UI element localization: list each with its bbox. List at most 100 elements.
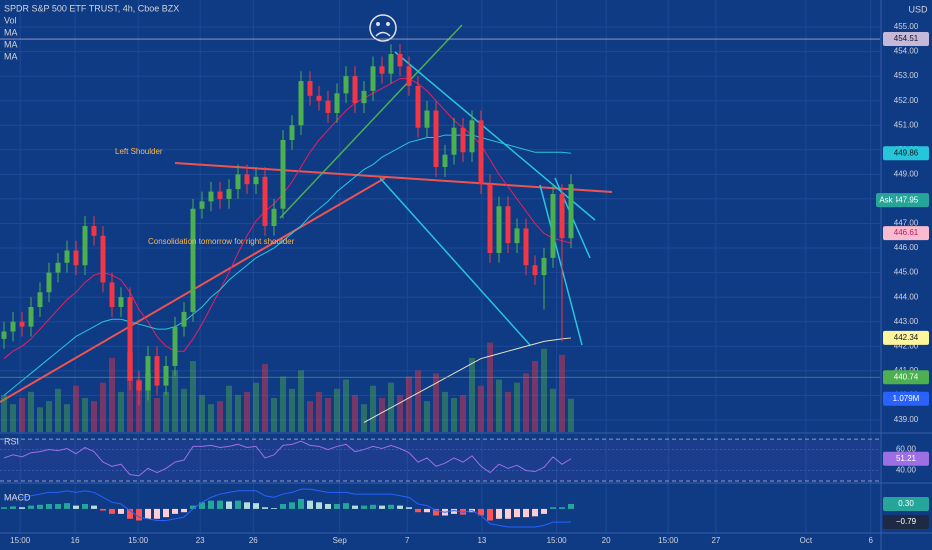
macd-bar xyxy=(226,501,232,509)
volume-bar xyxy=(334,388,340,432)
volume-bar xyxy=(262,364,268,432)
y-tick-label: 454.00 xyxy=(894,47,919,56)
volume-bar xyxy=(280,376,286,432)
macd-bar xyxy=(496,508,502,519)
volume-label: 1.079M xyxy=(893,394,920,403)
volume-bar xyxy=(487,342,493,432)
volume-bar xyxy=(370,385,376,432)
candle-body xyxy=(19,321,25,327)
macd-bar xyxy=(127,508,133,519)
x-tick-label: 15:00 xyxy=(547,536,568,545)
macd-bar xyxy=(541,508,547,514)
volume-bar xyxy=(253,382,259,432)
macd-bar xyxy=(361,505,367,509)
candle-body xyxy=(451,127,457,155)
macd-bar xyxy=(433,508,439,516)
volume-bar xyxy=(91,401,97,432)
volume-bar xyxy=(433,373,439,432)
candle-body xyxy=(55,262,61,273)
y-tick-label: 444.00 xyxy=(894,292,919,301)
macd-bar xyxy=(352,505,358,509)
trend-line xyxy=(279,24,463,219)
candle-body xyxy=(568,184,574,239)
volume-bar xyxy=(523,373,529,432)
macd-bar xyxy=(325,503,331,509)
trend-line xyxy=(539,184,583,346)
y-tick-label: 453.00 xyxy=(894,71,919,80)
candle-body xyxy=(559,194,565,239)
volume-bar xyxy=(442,391,448,432)
volume-bar xyxy=(343,379,349,432)
candle-body xyxy=(109,282,115,307)
candle-body xyxy=(118,297,124,307)
x-tick-label: 23 xyxy=(196,536,205,545)
volume-bar xyxy=(406,376,412,432)
volume-bar xyxy=(208,404,214,432)
macd-bar xyxy=(46,503,52,509)
candle-body xyxy=(343,76,349,94)
candle-body xyxy=(280,139,286,209)
x-tick-label: 16 xyxy=(71,536,80,545)
volume-bar xyxy=(127,351,133,432)
candle-body xyxy=(10,321,16,332)
macd-label: 0.30 xyxy=(898,499,914,508)
candle-body xyxy=(550,194,556,258)
line xyxy=(3,488,572,528)
x-tick-label: 20 xyxy=(602,536,611,545)
candle-body xyxy=(325,100,331,113)
macd-bar xyxy=(451,508,457,514)
volume-bar xyxy=(496,379,502,432)
macd-bar xyxy=(370,504,376,509)
macd-bar xyxy=(136,508,142,521)
candle-body xyxy=(406,66,412,86)
price-label-box xyxy=(883,146,929,161)
volume-bar xyxy=(235,394,241,432)
macd-bar xyxy=(262,507,268,509)
candle-body xyxy=(352,76,358,104)
candle-body xyxy=(271,208,277,226)
macd-bar xyxy=(550,507,556,509)
x-tick-label: 15:00 xyxy=(658,536,679,545)
macd-bar xyxy=(55,503,61,509)
candle-body xyxy=(460,127,466,153)
candle-body xyxy=(496,206,502,253)
macd-bar xyxy=(397,505,403,509)
macd-bar xyxy=(37,504,43,509)
macd-label-box xyxy=(883,496,929,511)
macd-bar xyxy=(379,505,385,509)
volume-bar xyxy=(379,398,385,432)
price-label: 454.51 xyxy=(894,34,919,43)
price-label-box xyxy=(883,370,929,385)
volume-bar xyxy=(415,370,421,432)
macd-bar xyxy=(424,508,430,513)
macd-bar xyxy=(406,507,412,509)
trend-line xyxy=(379,177,531,346)
candle-body xyxy=(433,110,439,168)
legend-label: MA xyxy=(4,39,18,49)
x-tick-label: 27 xyxy=(711,536,720,545)
macd-bar xyxy=(145,508,151,519)
y-tick-label: 60.00 xyxy=(896,445,917,454)
candle-body xyxy=(217,191,223,199)
volume-bar xyxy=(289,388,295,432)
macd-bar xyxy=(82,503,88,509)
macd-bar xyxy=(199,502,205,509)
macd-bar xyxy=(1,507,7,509)
volume-bar xyxy=(37,407,43,432)
macd-bar xyxy=(154,508,160,519)
volume-bar xyxy=(514,382,520,432)
candle-body xyxy=(37,292,43,307)
volume-bar xyxy=(397,394,403,432)
volume-bar xyxy=(451,398,457,432)
legend-label: Vol xyxy=(4,15,17,25)
macd-bar xyxy=(28,505,34,509)
candle-body xyxy=(523,228,529,266)
candle-body xyxy=(532,265,538,276)
candle-body xyxy=(262,176,268,226)
x-tick-label: 15:00 xyxy=(10,536,31,545)
candle-body xyxy=(361,90,367,104)
candle-body xyxy=(505,206,511,244)
y-tick-label: 445.00 xyxy=(894,268,919,277)
macd-bar xyxy=(487,508,493,521)
